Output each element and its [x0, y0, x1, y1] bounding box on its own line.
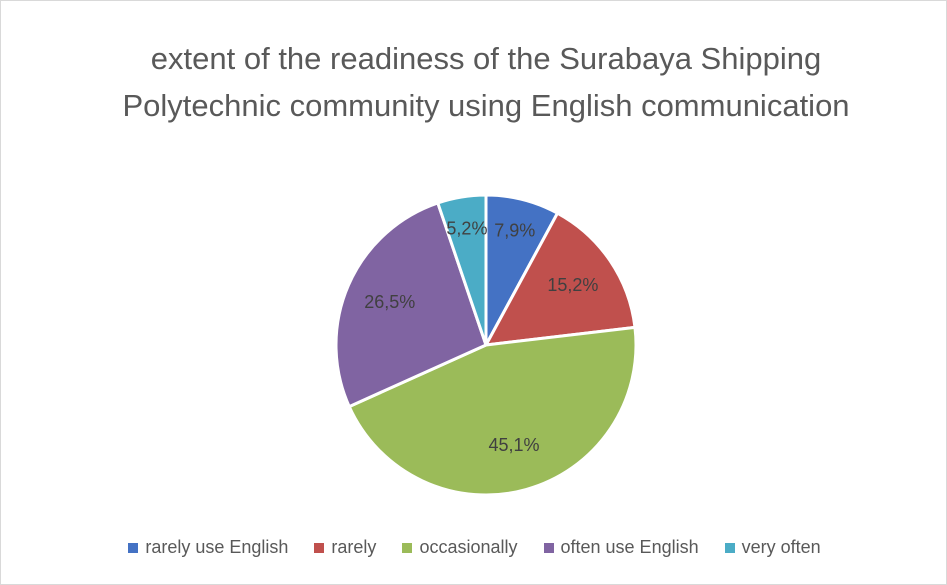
pie-slice: [334, 201, 488, 409]
legend-label: occasionally: [419, 537, 518, 557]
data-label: 7,9%: [494, 220, 535, 240]
data-label: 26,5%: [364, 292, 415, 312]
pie-slice: [347, 325, 638, 497]
legend-swatch: [314, 542, 325, 553]
legend-item: often use English: [543, 537, 699, 558]
legend-swatch: [543, 542, 554, 553]
data-label: 5,2%: [446, 218, 487, 238]
data-label: 45,1%: [489, 435, 540, 455]
chart: 7,9% 15,2% 45,1% 26,5% 5,2%: [334, 193, 638, 497]
legend-item: occasionally: [402, 537, 518, 558]
legend-item: rarely use English: [128, 537, 288, 558]
chart-title: extent of the readiness of the Surabaya …: [122, 41, 850, 123]
data-label: 15,2%: [547, 275, 598, 295]
legend-item: rarely: [314, 537, 376, 558]
legend-swatch: [402, 542, 413, 553]
pie-slice: [435, 193, 488, 346]
legend-label: rarely use English: [145, 537, 289, 557]
legend-swatch: [128, 542, 139, 553]
legend-label: rarely: [331, 537, 377, 557]
legend-item: very often: [724, 537, 821, 558]
pie-slice: [483, 211, 637, 347]
legend: rarely use English rarely occasionally ofte…: [1, 537, 947, 558]
legend-label: often use English: [560, 537, 699, 557]
legend-swatch: [724, 542, 735, 553]
legend-label: very often: [741, 537, 821, 557]
